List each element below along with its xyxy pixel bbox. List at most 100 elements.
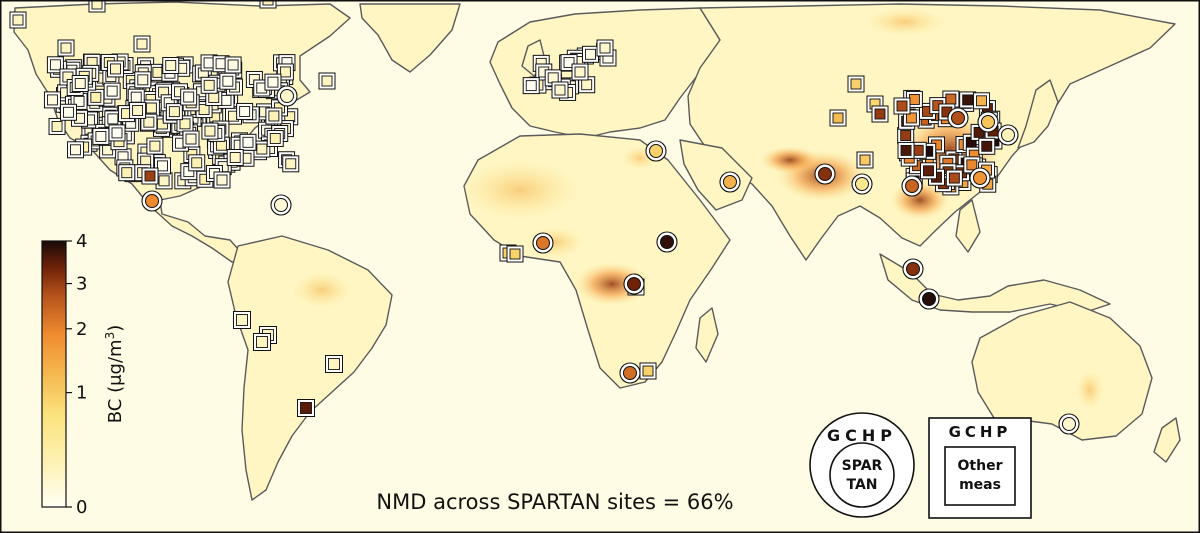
spartan-site-marker [660,235,674,249]
measurement-square [912,144,924,156]
measurement-square [149,140,161,152]
measurement-square [642,365,654,377]
spartan-site-marker [855,177,869,191]
measurement-square [585,48,596,60]
measurement-square [981,140,993,152]
measurement-square [70,144,81,156]
philippines-land [955,199,981,253]
spartan-site-marker [973,171,987,185]
measurement-square [165,60,177,71]
colorbar-label: BC (μg/m3) [103,325,126,424]
spartan-site-marker [627,277,641,291]
measurement-square [191,157,203,169]
spartan-site-marker [922,292,936,306]
arabia-land [679,139,753,211]
measurement-square [168,106,180,118]
measurement-square [581,79,593,91]
new-zealand-land [1153,417,1181,463]
measurement-square [198,104,210,116]
measurement-square [262,0,274,6]
measurement-square [900,144,912,156]
measurement-square [183,91,195,103]
measurement-square [136,38,148,50]
spartan-site-marker [280,89,294,103]
measurement-square [269,133,281,144]
spartan-site-marker [623,366,637,380]
measurement-square [966,159,978,171]
measurement-square [945,93,957,105]
measurement-square [121,167,133,179]
measurement-square [832,112,844,124]
measurement-square [948,172,960,184]
measurement-square [859,154,871,166]
spartan-site-marker [723,175,737,189]
colorbar-tick-label: 3 [76,274,87,295]
measurement-square [976,95,987,107]
other-measurement-sites [9,0,1003,417]
measurement-square [185,133,197,145]
colorbar-ticks: 4 3 2 1 0 [66,231,87,518]
measurement-square [106,85,118,97]
measurement-square [203,79,215,91]
measurement-square [90,91,102,103]
measurement-square [525,80,537,92]
greenland-land [359,3,461,73]
measurement-square [242,136,254,148]
measurement-square [279,66,291,78]
measurement-square [107,113,119,125]
measurement-square [157,160,168,172]
measurement-square [179,118,191,130]
measurement-square [12,14,24,26]
measurement-square [208,92,220,103]
measurement-square [268,110,280,122]
legend-square-inner-line2: meas [959,477,1001,493]
measurement-square [222,75,234,87]
measurement-square [321,75,333,87]
measurement-square [49,59,61,71]
measurement-square [73,95,85,107]
measurement-square [905,112,917,124]
legend-circle-inner-line2: TAN [846,477,877,493]
measurement-square [574,66,586,78]
legend-circle: GCHP SPAR TAN [809,412,915,518]
spartan-site-marker [981,115,995,129]
measurement-square [152,66,164,78]
measurement-square [256,143,268,155]
measurement-square [145,102,157,114]
australia-land [971,301,1153,441]
legend-square-outer-label: GCHP [949,423,1012,441]
measurement-square [91,0,103,10]
legend-circle-inner-line1: SPAR [842,458,883,474]
measurement-square [256,336,268,348]
measurement-square [111,127,123,139]
measurement-square [204,125,216,137]
measurement-square [158,175,170,187]
measurement-square [554,84,566,96]
colorbar-gradient [41,240,67,508]
spartan-site-marker [1001,128,1015,142]
legend-circle-outer-label: GCHP [827,426,897,445]
measurement-square [95,130,107,142]
measurement-square [74,78,86,89]
measurement-square [110,63,121,75]
spartan-site-marker [905,179,919,193]
measurement-square [130,91,142,103]
measurement-square [143,116,155,128]
spartan-site-marker [1062,417,1076,431]
measurement-square [850,78,862,90]
japan-land [1017,79,1059,149]
measurement-square [137,74,149,86]
colorbar-tick-label: 0 [76,497,87,518]
measurement-square [239,106,251,117]
measurement-square [63,106,74,118]
colorbar-tick-label: 2 [76,319,87,340]
measurement-square [547,72,559,84]
europe-land [489,7,721,139]
madagascar-land [695,307,719,363]
measurement-square [900,130,912,141]
measurement-square [285,158,297,170]
spartan-site-marker [818,167,832,181]
measurement-square [962,94,974,106]
spartan-site-marker [536,236,550,250]
